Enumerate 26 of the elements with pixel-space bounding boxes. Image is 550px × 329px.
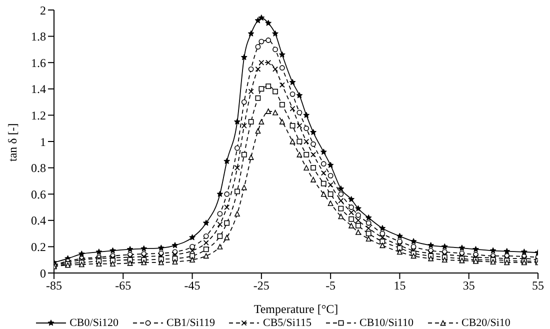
x-tick-label: 35 xyxy=(462,278,475,293)
x-tick-label: -65 xyxy=(115,278,132,293)
y-axis-title: tan δ [-] xyxy=(5,123,20,162)
x-tick-label: -45 xyxy=(184,278,200,293)
y-tick-label: 1.8 xyxy=(31,30,46,44)
legend-label: CB1/Si119 xyxy=(166,317,215,329)
x-tick-label: -5 xyxy=(326,278,336,293)
x-axis-title: Temperature [°C] xyxy=(254,302,338,316)
y-tick-label: 0.2 xyxy=(31,240,46,254)
y-tick-label: 1.6 xyxy=(31,56,46,70)
x-tick-label: 55 xyxy=(532,278,544,293)
x-tick-label: -25 xyxy=(253,278,270,293)
y-tick-label: 1.4 xyxy=(31,82,46,96)
y-tick-label: 0 xyxy=(40,266,46,280)
legend-label: CB0/Si120 xyxy=(70,317,118,329)
y-tick-label: 0.8 xyxy=(31,161,46,176)
x-tick-label: -85 xyxy=(46,278,62,293)
y-tick-label: 1.2 xyxy=(31,108,46,122)
legend-label: CB5/Si115 xyxy=(263,317,312,329)
y-tick-label: 2 xyxy=(40,3,46,18)
legend-label: CB20/Si10 xyxy=(462,317,510,329)
y-tick-label: 0.6 xyxy=(31,187,46,202)
y-tick-label: 1 xyxy=(40,134,46,149)
x-tick-label: 15 xyxy=(394,278,406,293)
legend-label: CB10/Si110 xyxy=(360,317,414,329)
y-tick-label: 0.4 xyxy=(31,214,46,228)
